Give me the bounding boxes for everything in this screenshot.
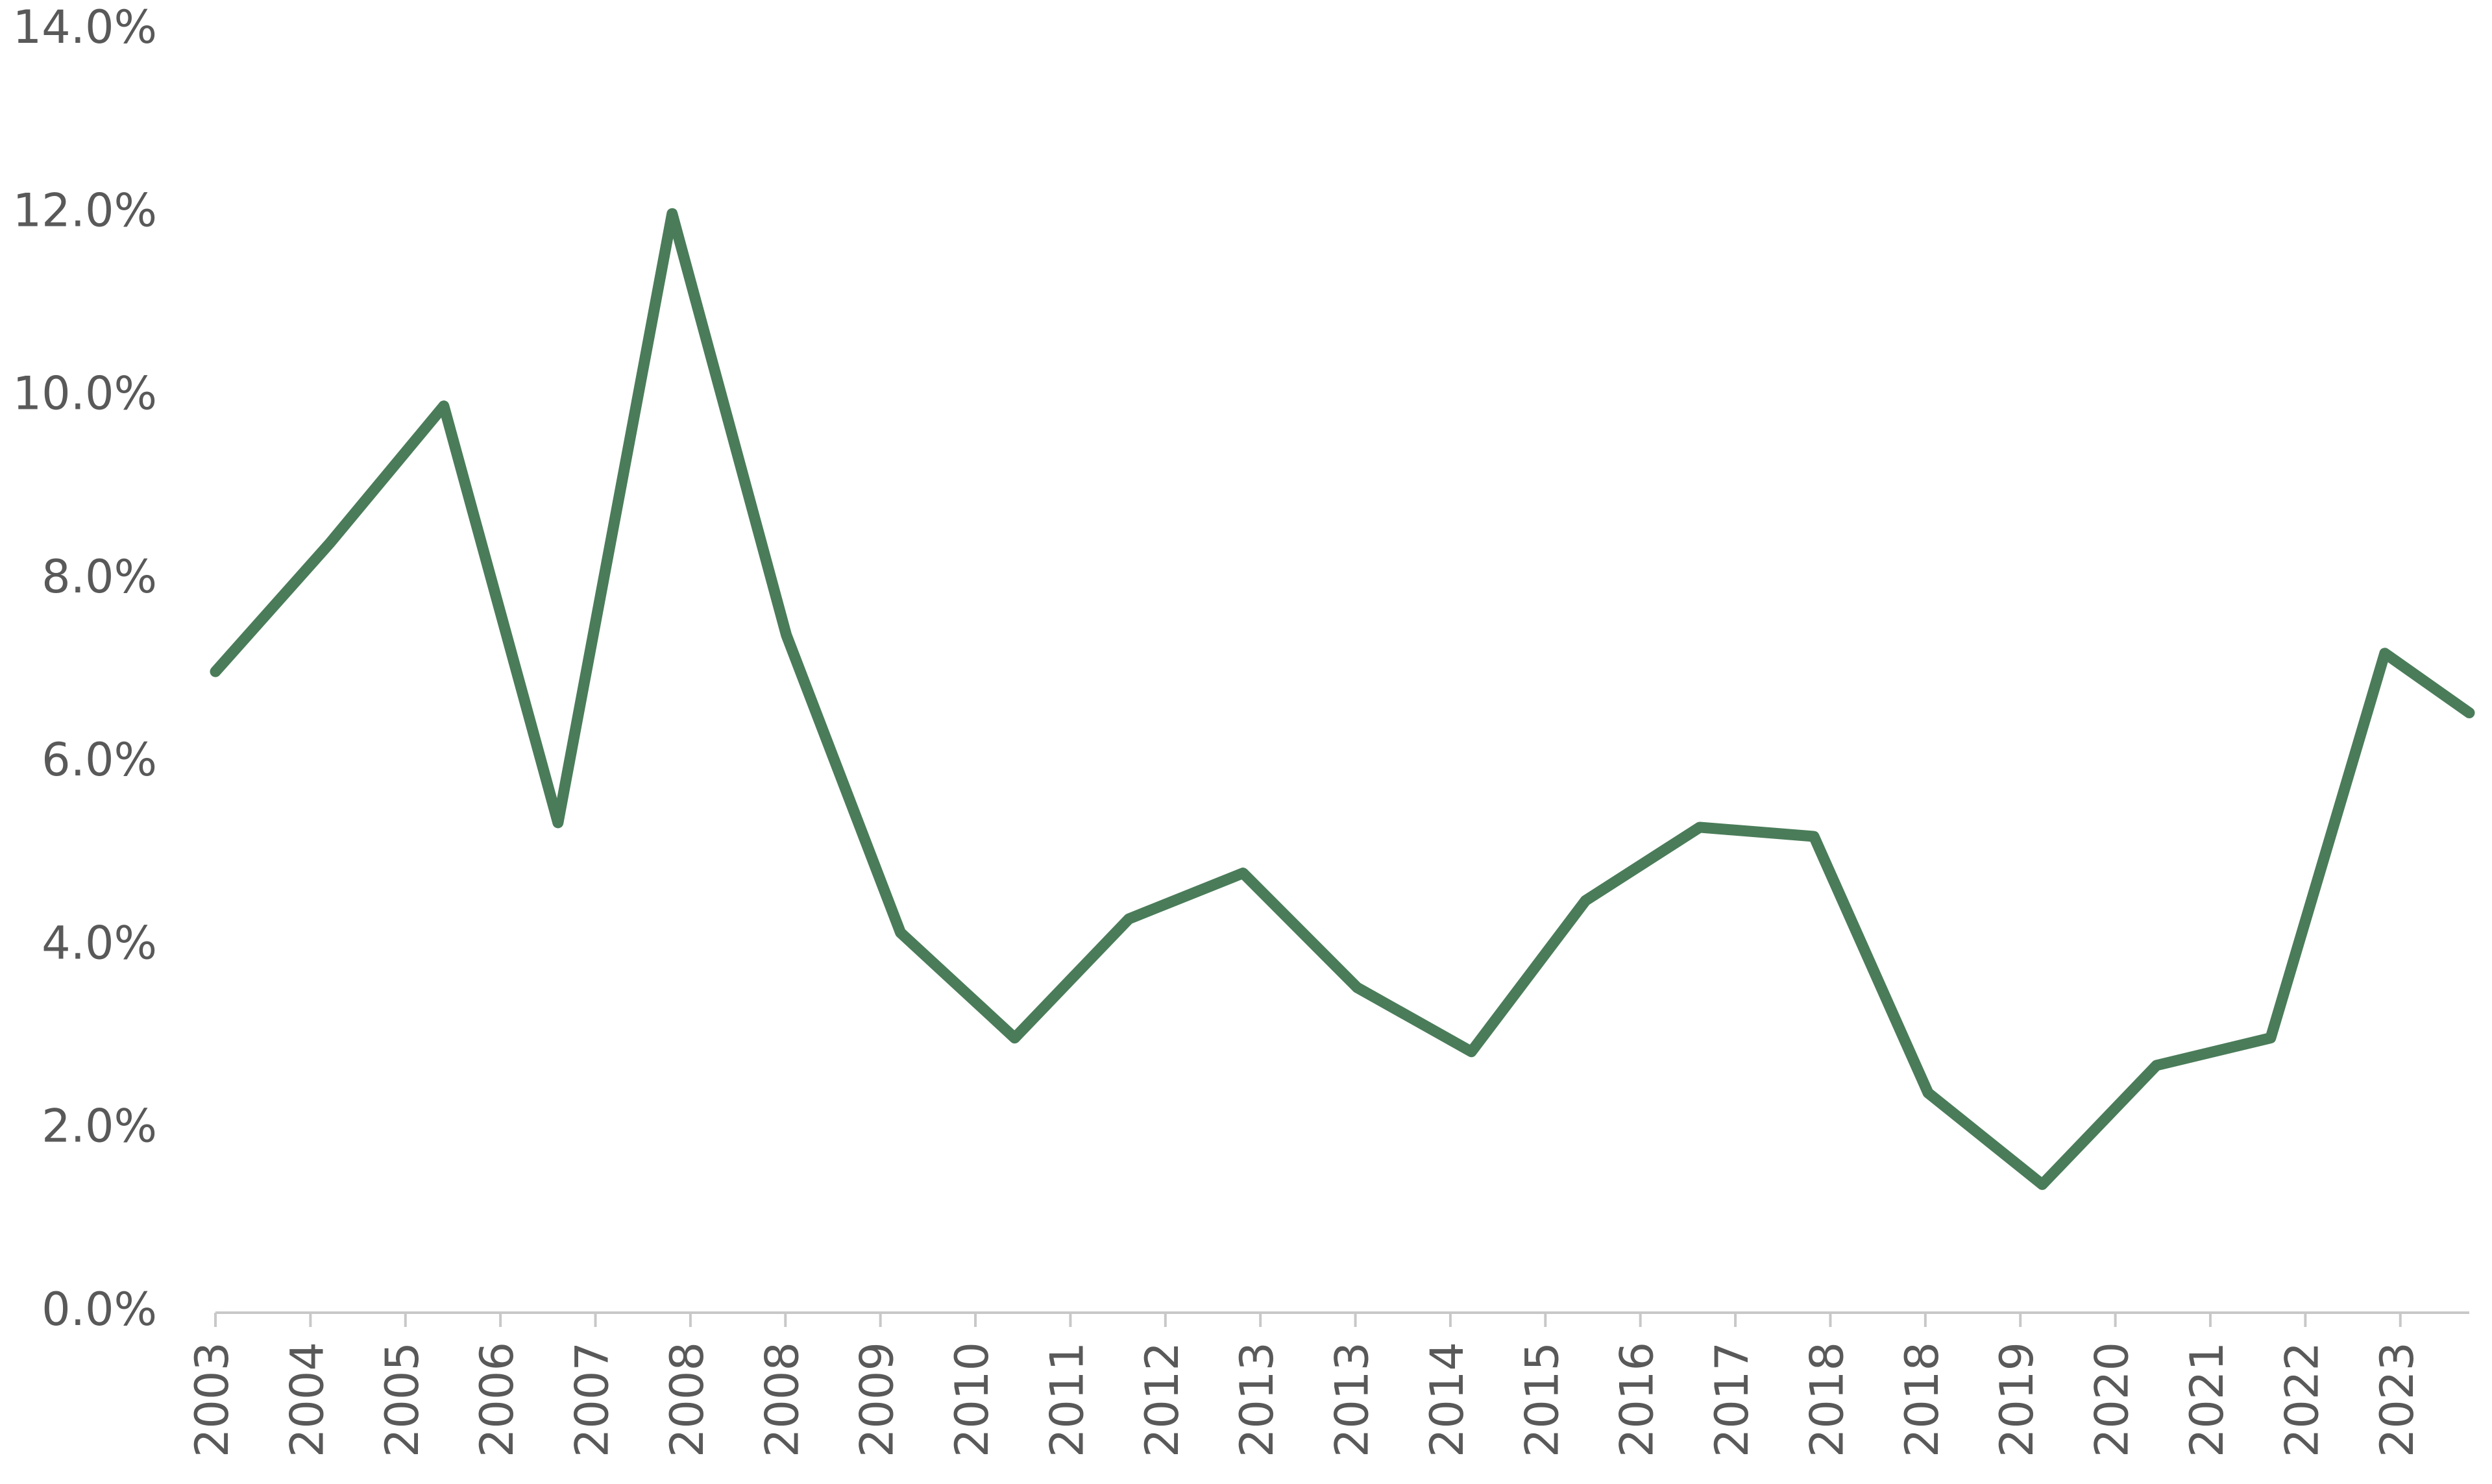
x-tick-label: 2022 — [2275, 1342, 2328, 1457]
x-tick-label: 2019 — [1990, 1342, 2044, 1457]
x-tick-label: 2020 — [2086, 1342, 2139, 1457]
y-tick-label: 0.0% — [42, 1283, 157, 1336]
y-tick-label: 12.0% — [13, 184, 157, 237]
y-tick-label: 10.0% — [13, 367, 157, 420]
x-tick-label: 2008 — [661, 1342, 714, 1457]
y-tick-label: 2.0% — [42, 1100, 157, 1153]
x-tick-label: 2013 — [1326, 1342, 1379, 1457]
x-tick-label: 2016 — [1611, 1342, 1664, 1457]
x-tick-label: 2012 — [1136, 1342, 1189, 1457]
x-tick-label: 2021 — [2180, 1342, 2234, 1457]
data-line — [210, 208, 2475, 1190]
x-tick-label: 2018 — [1800, 1342, 1853, 1457]
x-tick-label: 2014 — [1421, 1342, 1474, 1457]
x-tick-label: 2003 — [186, 1342, 239, 1457]
x-tick-label: 2011 — [1040, 1342, 1093, 1457]
x-tick-label: 2023 — [2371, 1342, 2424, 1457]
x-tick-label: 2004 — [280, 1342, 334, 1457]
x-tick-label: 2017 — [1705, 1342, 1759, 1457]
x-tick-label: 2013 — [1230, 1342, 1284, 1457]
x-tick-label: 2007 — [566, 1342, 619, 1457]
x-tick-label: 2006 — [470, 1342, 524, 1457]
y-tick-label: 14.0% — [13, 1, 157, 54]
y-tick-label: 8.0% — [42, 550, 157, 603]
x-tick-label: 2018 — [1896, 1342, 1949, 1457]
x-tick-label: 2005 — [376, 1342, 429, 1457]
x-tick-label: 2009 — [851, 1342, 904, 1457]
x-tick-label: 2010 — [946, 1342, 999, 1457]
y-tick-label: 4.0% — [42, 916, 157, 969]
x-tick-label: 2015 — [1515, 1342, 1569, 1457]
y-tick-label: 6.0% — [42, 733, 157, 786]
x-tick-label: 2008 — [755, 1342, 809, 1457]
